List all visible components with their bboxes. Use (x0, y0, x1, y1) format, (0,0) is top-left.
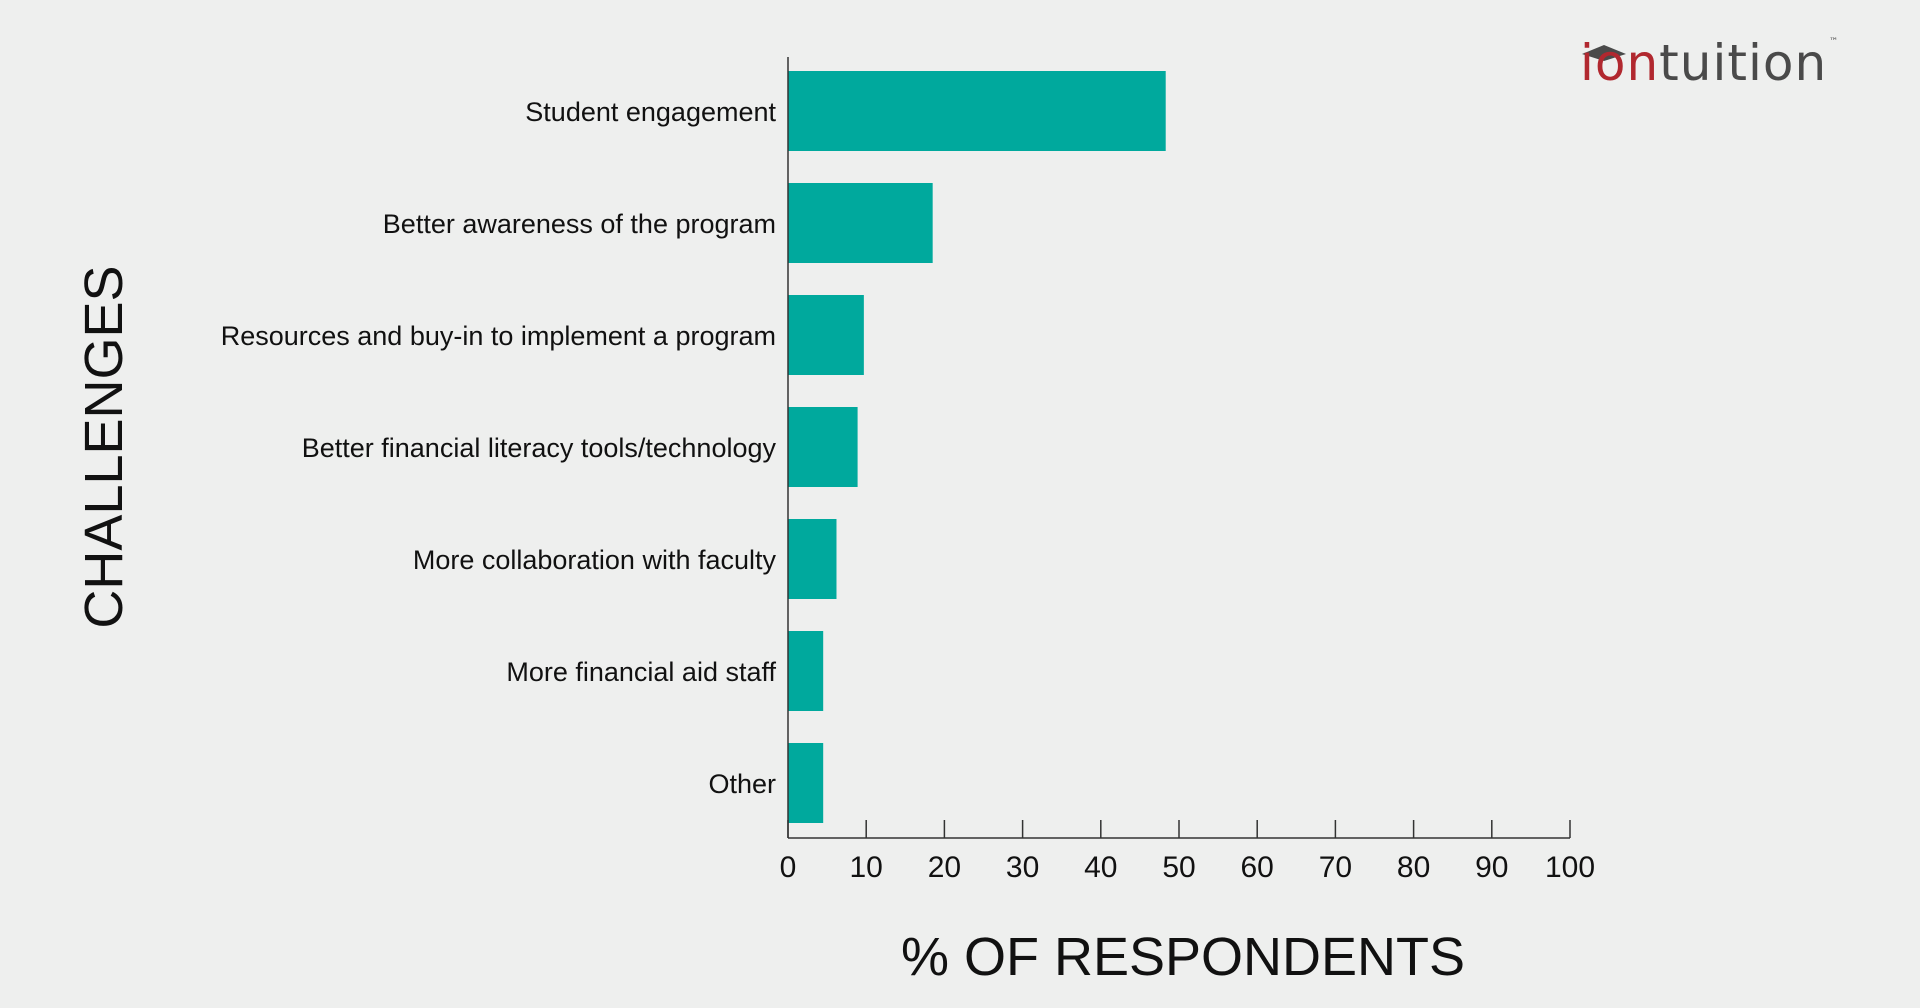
graduation-cap-icon (1582, 45, 1626, 61)
category-label-5: More financial aid staff (506, 657, 776, 687)
iontuition-logo: iontuition ™ (1580, 37, 1840, 89)
logo-trademark: ™ (1829, 37, 1840, 47)
x-axis-ticks: 0 10 20 30 40 50 60 70 80 90 100 (780, 820, 1595, 884)
x-tick-label-9: 90 (1475, 851, 1508, 884)
category-label-6: Other (708, 769, 776, 799)
logo-main-text: tuition (1659, 34, 1828, 92)
x-tick-label-2: 20 (928, 851, 961, 884)
category-label-0: Student engagement (525, 97, 776, 127)
bar-5 (788, 631, 824, 711)
category-label-4: More collaboration with faculty (413, 545, 777, 575)
x-tick-label-8: 80 (1397, 851, 1430, 884)
x-tick-label-5: 50 (1162, 851, 1195, 884)
bar-6 (788, 743, 824, 823)
x-tick-label-0: 0 (780, 851, 797, 884)
bar-2 (788, 295, 864, 375)
x-tick-label-6: 60 (1241, 851, 1274, 884)
logo-accent-text: ion (1580, 34, 1660, 92)
x-axis-title: % OF RESPONDENTS (901, 927, 1465, 987)
y-axis-title: CHALLENGES (74, 265, 134, 628)
bars-group (788, 71, 1166, 823)
bar-3 (788, 407, 858, 487)
category-label-3: Better financial literacy tools/technolo… (302, 433, 777, 463)
x-tick-label-4: 40 (1084, 851, 1117, 884)
bar-1 (788, 183, 933, 263)
x-tick-label-1: 10 (850, 851, 883, 884)
category-label-1: Better awareness of the program (383, 209, 776, 239)
bar-0 (788, 71, 1166, 151)
x-tick-label-7: 70 (1319, 851, 1352, 884)
category-label-2: Resources and buy-in to implement a prog… (221, 321, 776, 351)
bar-4 (788, 519, 837, 599)
category-labels: Student engagement Better awareness of th… (221, 97, 777, 799)
x-tick-label-3: 30 (1006, 851, 1039, 884)
x-tick-label-10: 100 (1545, 851, 1595, 884)
